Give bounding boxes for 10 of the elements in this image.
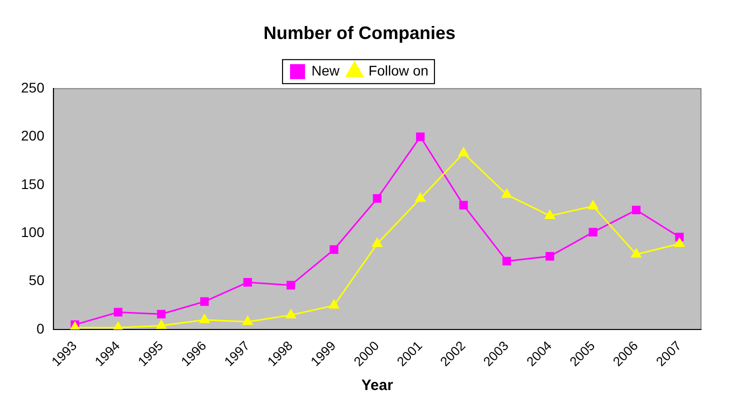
- y-tick-label: 50: [28, 272, 45, 288]
- chart-title: Number of Companies: [263, 22, 456, 43]
- legend-label: New: [312, 62, 340, 78]
- y-tick-label: 150: [21, 176, 45, 192]
- y-tick-label: 0: [36, 320, 45, 336]
- legend-label: Follow on: [368, 62, 428, 78]
- x-axis-title: Year: [361, 377, 394, 394]
- y-tick-label: 100: [21, 224, 45, 240]
- y-tick-label: 250: [21, 79, 45, 96]
- y-tick-label: 200: [21, 128, 45, 144]
